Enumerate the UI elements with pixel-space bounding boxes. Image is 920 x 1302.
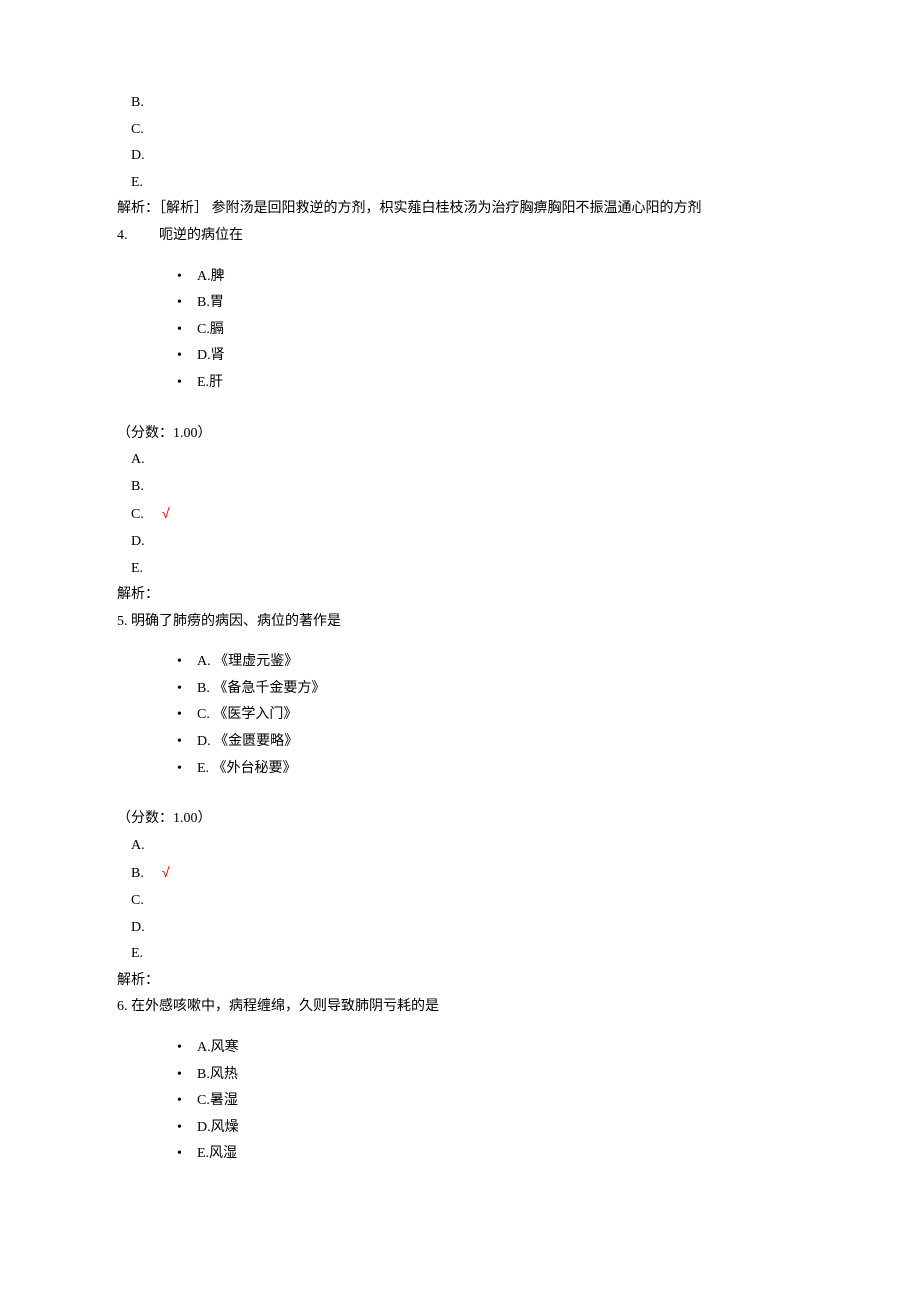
option-label: A.脾	[197, 269, 225, 284]
bullet-icon: •	[177, 729, 197, 756]
option-label: E.肝	[197, 375, 223, 390]
option-label: C.暑湿	[197, 1093, 238, 1108]
option-label: D.肾	[197, 348, 225, 363]
answer-choice: D.	[117, 915, 803, 942]
answer-choice: D.	[117, 529, 803, 556]
options-list: •A. 《理虚元鉴》 •B. 《备急千金要方》 •C. 《医学入门》 •D. 《…	[117, 649, 803, 782]
bullet-icon: •	[177, 290, 197, 317]
option-label: D. 《金匮要略》	[197, 734, 298, 749]
option-label: E.风湿	[197, 1146, 237, 1161]
option-item: •B.风热	[177, 1062, 803, 1089]
option-label: B. 《备急千金要方》	[197, 681, 325, 696]
question-stem: 4. 呃逆的病位在	[117, 223, 803, 250]
bullet-icon: •	[177, 1035, 197, 1062]
answer-choice: E.	[117, 170, 803, 197]
option-label: C.膈	[197, 322, 224, 337]
score-text: （分数：1.00）	[117, 806, 803, 833]
option-item: •D.风燥	[177, 1115, 803, 1142]
option-item: •D. 《金匮要略》	[177, 729, 803, 756]
option-item: •A. 《理虚元鉴》	[177, 649, 803, 676]
answer-choice: A.	[117, 447, 803, 474]
option-item: •C.膈	[177, 317, 803, 344]
bullet-icon: •	[177, 343, 197, 370]
option-item: •E.肝	[177, 370, 803, 397]
options-list: •A.脾 •B.胃 •C.膈 •D.肾 •E.肝	[117, 264, 803, 397]
bullet-icon: •	[177, 649, 197, 676]
bullet-icon: •	[177, 756, 197, 783]
bullet-icon: •	[177, 370, 197, 397]
question-5: 5. 明确了肺痨的病因、病位的著作是 •A. 《理虚元鉴》 •B. 《备急千金要…	[117, 609, 803, 995]
check-icon: √	[162, 505, 170, 521]
option-item: •C. 《医学入门》	[177, 702, 803, 729]
bullet-icon: •	[177, 1115, 197, 1142]
option-label: A.风寒	[197, 1040, 239, 1055]
check-icon: √	[162, 864, 170, 880]
bullet-icon: •	[177, 1088, 197, 1115]
option-item: •E. 《外台秘要》	[177, 756, 803, 783]
answer-choice: C.√	[117, 500, 803, 529]
option-item: •D.肾	[177, 343, 803, 370]
option-label: E. 《外台秘要》	[197, 761, 297, 776]
question-text: 呃逆的病位在	[131, 228, 243, 243]
answer-choice: B.	[117, 474, 803, 501]
answer-choice: B.	[117, 90, 803, 117]
option-item: •E.风湿	[177, 1141, 803, 1168]
question-6: 6. 在外感咳嗽中，病程缠绵，久则导致肺阴亏耗的是 •A.风寒 •B.风热 •C…	[117, 994, 803, 1168]
bullet-icon: •	[177, 317, 197, 344]
option-label: C. 《医学入门》	[197, 707, 297, 722]
question-number: 6.	[117, 999, 128, 1014]
analysis-text: 解析：	[117, 968, 803, 995]
question-text: 明确了肺痨的病因、病位的著作是	[131, 614, 341, 629]
score-text: （分数：1.00）	[117, 421, 803, 448]
question-stem: 5. 明确了肺痨的病因、病位的著作是	[117, 609, 803, 636]
option-label: D.风燥	[197, 1120, 239, 1135]
answer-choice: C.	[117, 888, 803, 915]
option-item: •A.风寒	[177, 1035, 803, 1062]
options-list: •A.风寒 •B.风热 •C.暑湿 •D.风燥 •E.风湿	[117, 1035, 803, 1168]
analysis-text: 解析：	[117, 582, 803, 609]
answer-choice: B.√	[117, 859, 803, 888]
answer-choice: A.	[117, 833, 803, 860]
option-label: B.胃	[197, 295, 224, 310]
answer-choice: E.	[117, 556, 803, 583]
bullet-icon: •	[177, 264, 197, 291]
option-item: •A.脾	[177, 264, 803, 291]
option-label: B.风热	[197, 1067, 238, 1082]
question-stem: 6. 在外感咳嗽中，病程缠绵，久则导致肺阴亏耗的是	[117, 994, 803, 1021]
question-number: 4.	[117, 228, 128, 243]
bullet-icon: •	[177, 1141, 197, 1168]
question-text: 在外感咳嗽中，病程缠绵，久则导致肺阴亏耗的是	[131, 999, 439, 1014]
option-item: •C.暑湿	[177, 1088, 803, 1115]
option-item: •B. 《备急千金要方》	[177, 676, 803, 703]
answer-choice: E.	[117, 941, 803, 968]
answer-choice: C.	[117, 117, 803, 144]
question-4: 4. 呃逆的病位在 •A.脾 •B.胃 •C.膈 •D.肾 •E.肝 （分数：1…	[117, 223, 803, 609]
prev-question-tail: B. C. D. E. 解析：［解析］ 参附汤是回阳救逆的方剂，枳实薤白桂枝汤为…	[117, 90, 803, 223]
answer-choice: D.	[117, 143, 803, 170]
question-number: 5.	[117, 614, 128, 629]
bullet-icon: •	[177, 676, 197, 703]
analysis-text: 解析：［解析］ 参附汤是回阳救逆的方剂，枳实薤白桂枝汤为治疗胸痹胸阳不振温通心阳…	[117, 196, 803, 223]
bullet-icon: •	[177, 1062, 197, 1089]
option-label: A. 《理虚元鉴》	[197, 654, 298, 669]
bullet-icon: •	[177, 702, 197, 729]
option-item: •B.胃	[177, 290, 803, 317]
